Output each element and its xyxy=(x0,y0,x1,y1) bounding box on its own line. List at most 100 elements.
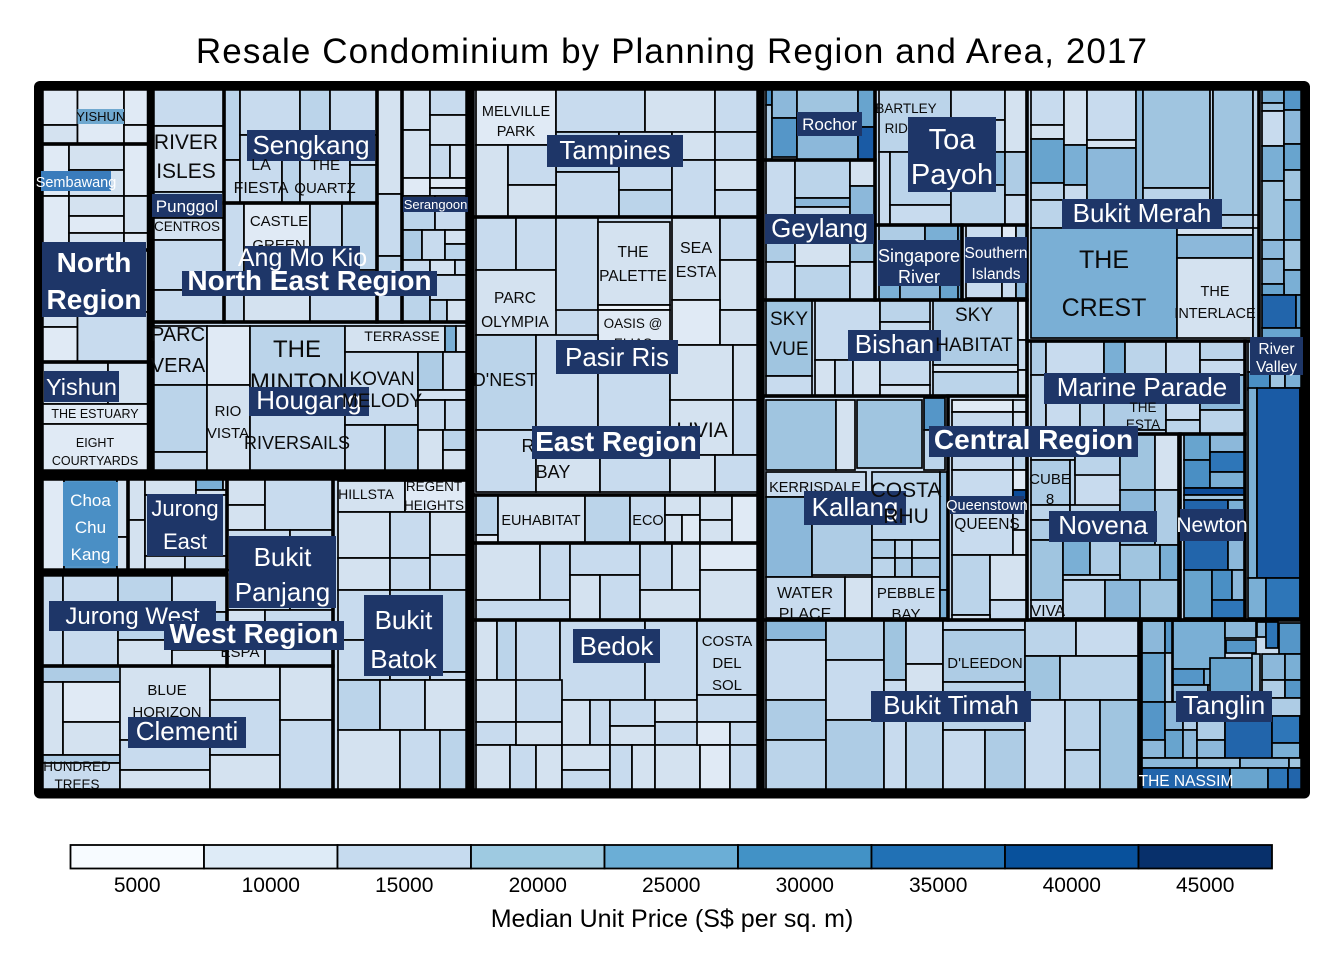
svg-text:Toa: Toa xyxy=(929,124,977,156)
svg-text:HEIGHTS: HEIGHTS xyxy=(404,498,464,513)
svg-text:DEL: DEL xyxy=(712,655,741,672)
svg-text:TERRASSE: TERRASSE xyxy=(364,328,439,344)
svg-text:Panjang: Panjang xyxy=(235,577,330,607)
svg-text:SKY: SKY xyxy=(770,309,808,330)
svg-text:Chu: Chu xyxy=(75,518,106,537)
svg-text:25000: 25000 xyxy=(642,874,700,897)
svg-text:HUNDRED: HUNDRED xyxy=(43,759,111,774)
svg-text:THE: THE xyxy=(618,244,649,261)
svg-text:Median Unit Price (S$ per sq.: Median Unit Price (S$ per sq. m) xyxy=(491,905,854,933)
svg-text:SOL: SOL xyxy=(712,677,742,694)
svg-text:THE: THE xyxy=(1201,284,1230,300)
svg-text:35000: 35000 xyxy=(909,874,967,897)
svg-text:RIVER: RIVER xyxy=(154,131,218,154)
svg-text:River: River xyxy=(898,267,940,287)
svg-text:Kang: Kang xyxy=(71,545,111,564)
svg-text:R: R xyxy=(522,436,535,456)
svg-text:Kallang: Kallang xyxy=(812,492,899,522)
svg-text:MELVILLE: MELVILLE xyxy=(482,104,551,120)
svg-text:ISLES: ISLES xyxy=(156,160,216,183)
svg-text:45000: 45000 xyxy=(1176,874,1234,897)
svg-text:Bukit: Bukit xyxy=(375,605,434,635)
svg-text:LA: LA xyxy=(251,157,271,174)
svg-text:VUE: VUE xyxy=(769,339,808,360)
svg-text:THE: THE xyxy=(310,157,340,174)
svg-text:HABITAT: HABITAT xyxy=(935,335,1013,356)
svg-text:River: River xyxy=(1258,341,1294,358)
svg-text:PARK: PARK xyxy=(497,124,536,140)
svg-text:Tanglin: Tanglin xyxy=(1183,690,1265,720)
svg-text:8: 8 xyxy=(1046,491,1054,508)
svg-text:COSTA: COSTA xyxy=(702,633,753,650)
svg-text:THE ESTUARY: THE ESTUARY xyxy=(51,407,139,421)
svg-text:10000: 10000 xyxy=(242,874,300,897)
svg-text:Novena: Novena xyxy=(1058,510,1148,540)
svg-text:KOVAN: KOVAN xyxy=(349,369,414,390)
svg-text:Batok: Batok xyxy=(370,644,437,674)
svg-text:SKY: SKY xyxy=(955,305,993,326)
svg-text:ECO: ECO xyxy=(632,513,663,529)
svg-text:QUARTZ: QUARTZ xyxy=(294,180,355,197)
svg-text:West Region: West Region xyxy=(169,618,338,649)
svg-text:Central Region: Central Region xyxy=(934,424,1133,455)
svg-text:Choa: Choa xyxy=(70,491,111,510)
svg-text:Bukit Timah: Bukit Timah xyxy=(883,690,1019,720)
svg-text:15000: 15000 xyxy=(375,874,433,897)
svg-text:Bukit Merah: Bukit Merah xyxy=(1073,198,1212,228)
svg-text:East: East xyxy=(163,529,207,554)
svg-text:CUBE: CUBE xyxy=(1029,471,1071,488)
svg-text:Region: Region xyxy=(47,284,142,315)
svg-text:THE NASSIM: THE NASSIM xyxy=(1139,773,1234,790)
svg-text:PEBBLE: PEBBLE xyxy=(877,585,935,602)
svg-text:CENTROS: CENTROS xyxy=(154,219,220,234)
svg-text:OLYMPIA: OLYMPIA xyxy=(481,314,549,331)
svg-text:VERA: VERA xyxy=(151,355,206,377)
svg-text:BAY: BAY xyxy=(892,606,921,623)
svg-text:CASTLE: CASTLE xyxy=(250,213,308,230)
svg-text:30000: 30000 xyxy=(776,874,834,897)
svg-text:THE: THE xyxy=(1130,400,1157,415)
svg-text:40000: 40000 xyxy=(1043,874,1101,897)
svg-text:Hougang: Hougang xyxy=(256,385,362,415)
svg-text:REGENT: REGENT xyxy=(406,479,462,494)
svg-text:OASIS @: OASIS @ xyxy=(604,316,663,331)
svg-text:20000: 20000 xyxy=(509,874,567,897)
svg-text:D'LEEDON: D'LEEDON xyxy=(947,655,1022,672)
svg-text:Punggol: Punggol xyxy=(156,197,218,216)
svg-text:Sengkang: Sengkang xyxy=(252,130,369,160)
svg-text:BARTLEY: BARTLEY xyxy=(875,101,936,116)
svg-text:D'NEST: D'NEST xyxy=(473,370,537,390)
svg-text:Islands: Islands xyxy=(971,266,1020,283)
svg-text:Resale Condominium by Planning: Resale Condominium by Planning Region an… xyxy=(196,32,1148,71)
svg-text:COSTA: COSTA xyxy=(871,479,942,502)
svg-text:Serangoon: Serangoon xyxy=(404,197,468,212)
svg-text:East Region: East Region xyxy=(535,426,697,457)
svg-text:Pasir Ris: Pasir Ris xyxy=(565,342,669,372)
svg-text:PLACE: PLACE xyxy=(779,606,831,623)
svg-text:PARC: PARC xyxy=(494,290,536,307)
svg-text:Queenstown: Queenstown xyxy=(946,498,1027,514)
svg-text:MELODY: MELODY xyxy=(342,391,423,412)
svg-text:COURTYARDS: COURTYARDS xyxy=(52,454,138,468)
svg-text:CREST: CREST xyxy=(1062,294,1147,322)
svg-text:SEA: SEA xyxy=(680,240,712,257)
svg-text:Geylang: Geylang xyxy=(771,213,868,243)
svg-text:EIGHT: EIGHT xyxy=(76,436,115,450)
svg-text:RIVERSAILS: RIVERSAILS xyxy=(244,433,350,453)
svg-text:TREES: TREES xyxy=(54,777,99,792)
svg-text:Marine Parade: Marine Parade xyxy=(1057,372,1228,402)
svg-text:Bishan: Bishan xyxy=(855,329,935,359)
svg-text:Singapore: Singapore xyxy=(878,246,960,266)
svg-text:Valley: Valley xyxy=(1256,359,1297,376)
svg-text:HILLSTA: HILLSTA xyxy=(338,486,394,502)
svg-text:BAY: BAY xyxy=(536,462,571,482)
svg-text:VIVA: VIVA xyxy=(1031,603,1066,620)
svg-text:Rochor: Rochor xyxy=(802,115,857,134)
svg-text:Sembawang: Sembawang xyxy=(36,175,117,191)
svg-text:HORIZON: HORIZON xyxy=(132,704,201,721)
svg-text:Jurong: Jurong xyxy=(151,496,218,521)
svg-text:Tampines: Tampines xyxy=(559,135,670,165)
svg-text:North East Region: North East Region xyxy=(187,265,431,296)
svg-text:RHU: RHU xyxy=(883,505,929,528)
svg-text:RIO: RIO xyxy=(215,403,242,420)
